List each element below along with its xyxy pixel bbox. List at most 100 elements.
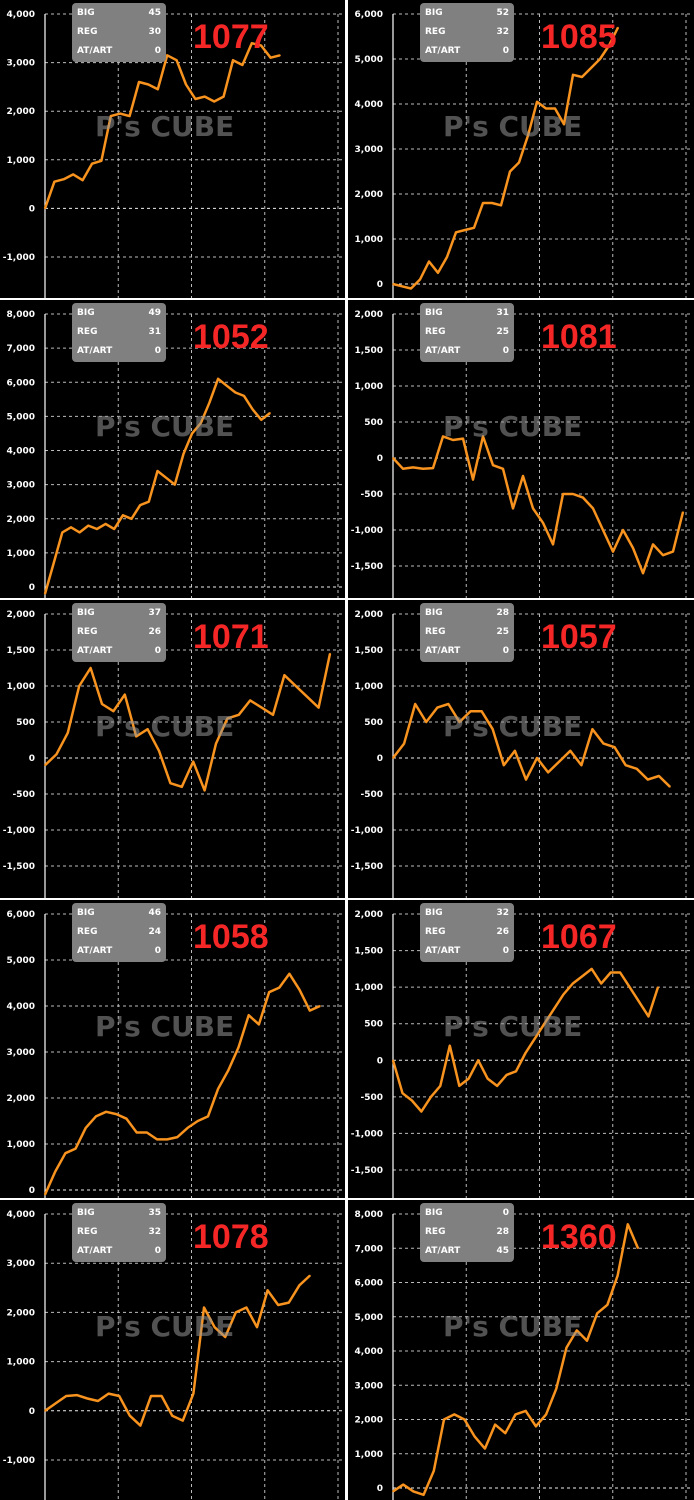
stat-label: BIG: [77, 608, 95, 618]
data-point: [448, 1044, 451, 1047]
data-point: [412, 466, 414, 469]
line-chart: 2,000 1,500 1,000 500 0 -500 -1,000 -1,500: [3, 610, 342, 898]
data-point: [112, 710, 115, 712]
data-point: [422, 1494, 425, 1496]
data-point: [53, 180, 56, 183]
data-point: [61, 531, 64, 534]
stats-row-big: BIG 49: [77, 304, 161, 323]
series-line: [392, 26, 620, 290]
stat-label: REG: [425, 627, 446, 637]
stats-row-big: BIG 52: [425, 4, 509, 23]
data-point: [414, 703, 416, 705]
stat-label: REG: [425, 927, 446, 937]
data-point: [104, 523, 107, 525]
data-point: [278, 986, 281, 989]
stats-row-big: BIG 46: [77, 904, 161, 923]
data-point: [505, 1074, 508, 1076]
stats-row-at: AT/ART 0: [77, 42, 161, 61]
stats-row-at: AT/ART 0: [77, 342, 161, 361]
data-point: [477, 1059, 479, 1062]
data-point: [256, 1326, 258, 1328]
stat-label: BIG: [425, 308, 443, 318]
machine-number-label: 1052: [193, 318, 269, 356]
data-point: [392, 1490, 394, 1493]
y-tick-label: 0: [377, 754, 383, 764]
y-tick-label: 1,000: [7, 549, 35, 559]
y-tick-label: 4,000: [355, 1347, 383, 1357]
line-chart: 2,000 1,500 1,000 500 0 -500 -1,000 -1,500: [351, 310, 690, 598]
stat-label: AT/ART: [425, 1246, 461, 1256]
stat-label: REG: [77, 927, 98, 937]
y-tick-label: -1,500: [351, 862, 383, 872]
stats-row-at: AT/ART 0: [425, 642, 509, 661]
data-point: [295, 685, 297, 687]
stat-value: 0: [154, 946, 161, 956]
y-tick-label: 2,000: [7, 1094, 35, 1104]
y-tick-label: 8,000: [7, 310, 35, 320]
machine-number-label: 1071: [193, 618, 269, 656]
stat-value: 32: [496, 27, 509, 37]
data-point: [156, 1138, 158, 1141]
data-point: [181, 786, 183, 788]
y-tick-label: 3,000: [7, 1048, 35, 1058]
y-tick-label: 5,000: [7, 412, 35, 422]
data-point: [473, 226, 475, 229]
data-point: [260, 418, 263, 421]
data-point: [260, 44, 263, 47]
stat-label: AT/ART: [425, 46, 461, 56]
stat-label: AT/ART: [425, 946, 461, 956]
chart-panel-1085: 6,000 5,000 4,000 3,000 2,000 1,000 0 P's CUBE B…: [348, 0, 694, 298]
data-point: [469, 710, 472, 712]
series-line: [392, 702, 671, 788]
line-chart: 6,000 5,000 4,000 3,000 2,000 1,000 0: [355, 10, 690, 298]
data-point: [241, 64, 244, 66]
stats-row-at: AT/ART 0: [77, 942, 161, 961]
data-point: [552, 543, 554, 546]
y-tick-label: 6,000: [7, 910, 35, 920]
stats-row-at: AT/ART 45: [425, 1242, 509, 1261]
data-point: [122, 514, 124, 517]
stats-box: BIG 28 REG 25 AT/ART 0: [420, 603, 514, 662]
stat-value: 31: [148, 327, 161, 337]
y-tick-label: 6,000: [355, 10, 383, 20]
stats-row-big: BIG 32: [425, 904, 509, 923]
data-point: [436, 706, 439, 709]
data-point: [319, 1005, 321, 1007]
data-point: [277, 1304, 280, 1306]
stat-value: 26: [148, 627, 161, 637]
y-tick-label: 1,000: [355, 1450, 383, 1460]
stat-value: 45: [148, 8, 161, 18]
data-point: [249, 699, 251, 702]
data-point: [602, 742, 605, 745]
data-point: [194, 98, 197, 100]
stats-row-reg: REG 32: [425, 23, 509, 42]
y-tick-label: 4,000: [355, 100, 383, 110]
stats-row-at: AT/ART 0: [77, 642, 161, 661]
data-point: [113, 528, 116, 530]
stat-value: 30: [148, 27, 161, 37]
data-point: [496, 1085, 498, 1087]
data-point: [91, 162, 93, 165]
data-point: [192, 1392, 195, 1395]
y-tick-label: 0: [29, 1186, 35, 1196]
chart-panel-1052: 8,000 7,000 6,000 5,000 4,000 3,000 2,000 1,000…: [0, 300, 345, 598]
machine-number-label: 1067: [541, 918, 617, 956]
stat-label: BIG: [77, 1208, 95, 1218]
data-point: [512, 507, 514, 510]
stats-row-reg: REG 25: [425, 623, 509, 642]
y-tick-label: -500: [12, 790, 35, 800]
data-point: [169, 782, 172, 784]
data-point: [635, 768, 638, 770]
stat-value: 0: [502, 346, 509, 356]
data-point: [562, 493, 564, 495]
data-point: [545, 1413, 547, 1416]
stat-label: AT/ART: [425, 346, 461, 356]
line-chart: 8,000 7,000 6,000 5,000 4,000 3,000 2,000 1,000…: [7, 310, 342, 598]
data-point: [107, 1392, 110, 1395]
data-point: [401, 1092, 404, 1094]
stats-row-at: AT/ART 0: [77, 1242, 161, 1261]
y-tick-label: 4,000: [7, 447, 35, 457]
stat-value: 37: [148, 608, 161, 618]
watermark-logo: P's CUBE: [95, 1310, 235, 1343]
data-point: [191, 432, 193, 435]
